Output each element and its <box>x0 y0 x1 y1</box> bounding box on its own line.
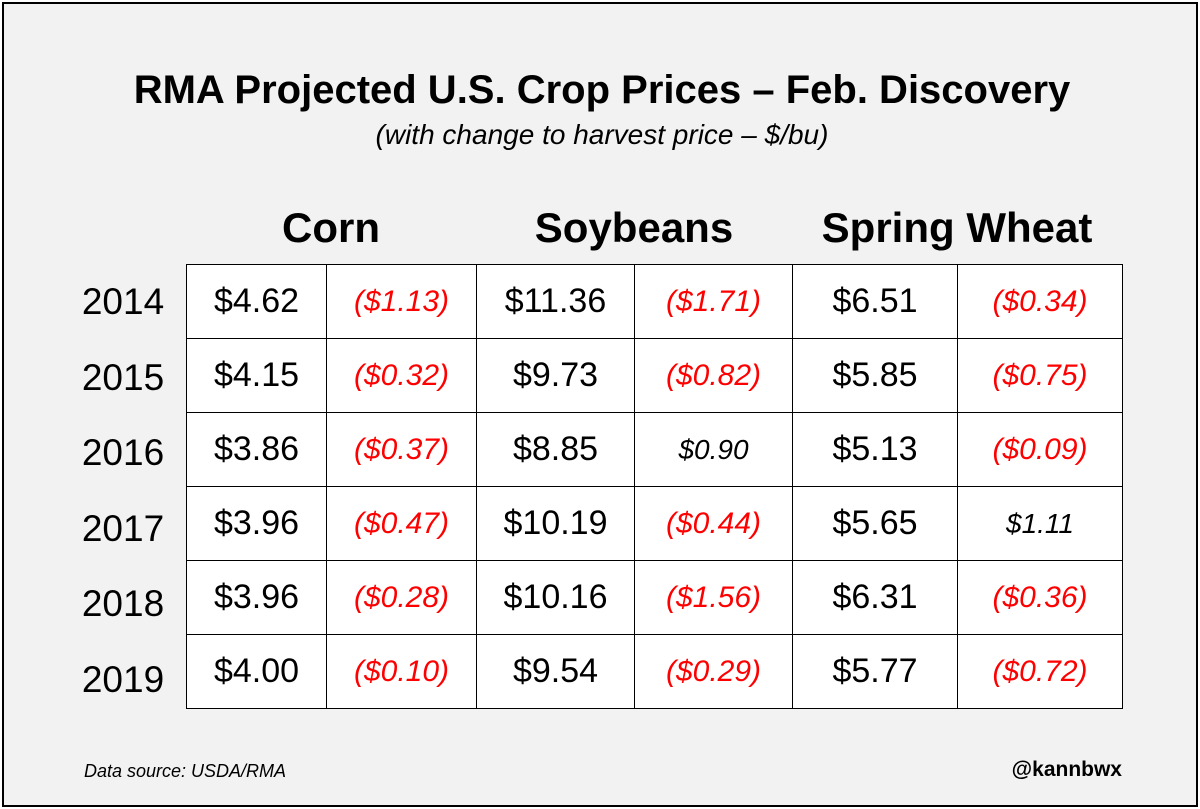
change-cell-spring-wheat-2014: ($0.34) <box>957 264 1123 339</box>
data-source-note: Data source: USDA/RMA <box>84 761 287 781</box>
change-cell-corn-2014: ($1.13) <box>326 264 477 339</box>
table-row: $4.62 ($1.13) $11.36 ($1.71) $6.51 ($0.34) <box>186 264 1123 339</box>
year-label-2018: 2018 <box>81 583 165 624</box>
price-cell-soybeans-2014: $11.36 <box>476 264 635 339</box>
price-cell-corn-2017: $3.96 <box>186 486 327 561</box>
price-cell-spring-wheat-2014: $6.51 <box>792 264 958 339</box>
price-cell-corn-2019: $4.00 <box>186 634 327 709</box>
crop-header-spring-wheat: Spring Wheat <box>821 204 1093 251</box>
price-cell-corn-2014: $4.62 <box>186 264 327 339</box>
year-label-2015: 2015 <box>81 356 165 398</box>
change-cell-corn-2018: ($0.28) <box>326 560 477 635</box>
table-row: $4.00 ($0.10) $9.54 ($0.29) $5.77 ($0.72) <box>186 634 1123 709</box>
change-cell-soybeans-2014: ($1.71) <box>634 264 793 339</box>
price-cell-spring-wheat-2017: $5.65 <box>792 486 958 561</box>
change-cell-soybeans-2019: ($0.29) <box>634 634 793 709</box>
change-cell-corn-2019: ($0.10) <box>326 634 477 709</box>
year-label-2019: 2019 <box>81 658 165 700</box>
price-cell-corn-2016: $3.86 <box>186 412 327 487</box>
price-cell-soybeans-2016: $8.85 <box>476 412 635 487</box>
year-label-2014: 2014 <box>81 281 165 322</box>
price-cell-corn-2015: $4.15 <box>186 338 327 413</box>
price-cell-soybeans-2017: $10.19 <box>476 486 635 561</box>
change-cell-spring-wheat-2015: ($0.75) <box>957 338 1123 413</box>
table-row: $4.15 ($0.32) $9.73 ($0.82) $5.85 ($0.75) <box>186 338 1123 413</box>
change-cell-soybeans-2015: ($0.82) <box>634 338 793 413</box>
chart-title: RMA Projected U.S. Crop Prices – Feb. Di… <box>133 68 1071 112</box>
change-cell-corn-2016: ($0.37) <box>326 412 477 487</box>
price-cell-soybeans-2015: $9.73 <box>476 338 635 413</box>
crop-header-corn: Corn <box>282 204 380 251</box>
change-cell-spring-wheat-2019: ($0.72) <box>957 634 1123 709</box>
change-cell-soybeans-2017: ($0.44) <box>634 486 793 561</box>
price-cell-soybeans-2019: $9.54 <box>476 634 635 709</box>
change-cell-corn-2017: ($0.47) <box>326 486 477 561</box>
chart-subtitle: (with change to harvest price – $/bu) <box>375 119 829 150</box>
table-row: $3.96 ($0.28) $10.16 ($1.56) $6.31 ($0.36) <box>186 560 1123 635</box>
price-cell-spring-wheat-2019: $5.77 <box>792 634 958 709</box>
year-label-2016: 2016 <box>81 432 165 473</box>
change-cell-spring-wheat-2016: ($0.09) <box>957 412 1123 487</box>
year-label-2017: 2017 <box>81 507 165 549</box>
price-cell-corn-2018: $3.96 <box>186 560 327 635</box>
price-cell-soybeans-2018: $10.16 <box>476 560 635 635</box>
crop-header-soybeans: Soybeans <box>534 204 734 251</box>
table-row: $3.86 ($0.37) $8.85 $0.90 $5.13 ($0.09) <box>186 412 1123 487</box>
change-cell-soybeans-2018: ($1.56) <box>634 560 793 635</box>
change-cell-corn-2015: ($0.32) <box>326 338 477 413</box>
price-cell-spring-wheat-2018: $6.31 <box>792 560 958 635</box>
price-cell-spring-wheat-2016: $5.13 <box>792 412 958 487</box>
price-table: $4.62 ($1.13) $11.36 ($1.71) $6.51 ($0.34) $4.… <box>186 264 1123 709</box>
author-handle: @kannbwx <box>1011 758 1122 781</box>
price-cell-spring-wheat-2015: $5.85 <box>792 338 958 413</box>
change-cell-spring-wheat-2018: ($0.36) <box>957 560 1123 635</box>
change-cell-soybeans-2016: $0.90 <box>634 412 793 487</box>
table-row: $3.96 ($0.47) $10.19 ($0.44) $5.65 $1.11 <box>186 486 1123 561</box>
change-cell-spring-wheat-2017: $1.11 <box>957 486 1123 561</box>
